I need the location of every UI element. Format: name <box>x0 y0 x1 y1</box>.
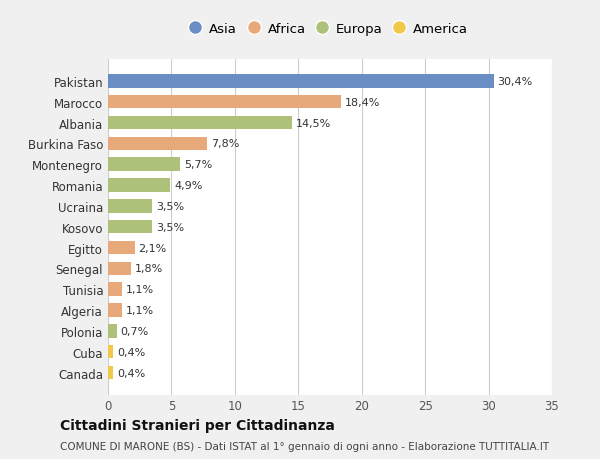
Bar <box>108 117 292 130</box>
Bar <box>108 220 152 234</box>
Text: 5,7%: 5,7% <box>184 160 212 170</box>
Legend: Asia, Africa, Europa, America: Asia, Africa, Europa, America <box>192 22 468 36</box>
Bar <box>108 200 152 213</box>
Bar <box>108 95 341 109</box>
Text: 18,4%: 18,4% <box>345 97 380 107</box>
Bar <box>108 366 113 380</box>
Text: 3,5%: 3,5% <box>156 202 184 212</box>
Bar <box>108 345 113 359</box>
Text: 2,1%: 2,1% <box>139 243 167 253</box>
Bar <box>108 325 117 338</box>
Bar <box>108 158 181 172</box>
Text: 0,7%: 0,7% <box>121 326 149 336</box>
Text: 0,4%: 0,4% <box>117 347 145 357</box>
Text: 4,9%: 4,9% <box>174 181 202 190</box>
Bar <box>108 179 170 192</box>
Text: 14,5%: 14,5% <box>296 118 331 128</box>
Bar <box>108 283 122 297</box>
Bar <box>108 241 134 255</box>
Bar <box>108 262 131 275</box>
Text: 1,8%: 1,8% <box>134 264 163 274</box>
Text: 0,4%: 0,4% <box>117 368 145 378</box>
Bar <box>108 137 207 151</box>
Text: COMUNE DI MARONE (BS) - Dati ISTAT al 1° gennaio di ogni anno - Elaborazione TUT: COMUNE DI MARONE (BS) - Dati ISTAT al 1°… <box>60 441 549 451</box>
Text: 7,8%: 7,8% <box>211 139 239 149</box>
Text: 1,1%: 1,1% <box>126 305 154 315</box>
Bar <box>108 75 494 89</box>
Text: 30,4%: 30,4% <box>497 77 533 87</box>
Text: Cittadini Stranieri per Cittadinanza: Cittadini Stranieri per Cittadinanza <box>60 418 335 432</box>
Text: 1,1%: 1,1% <box>126 285 154 295</box>
Bar <box>108 303 122 317</box>
Text: 3,5%: 3,5% <box>156 222 184 232</box>
